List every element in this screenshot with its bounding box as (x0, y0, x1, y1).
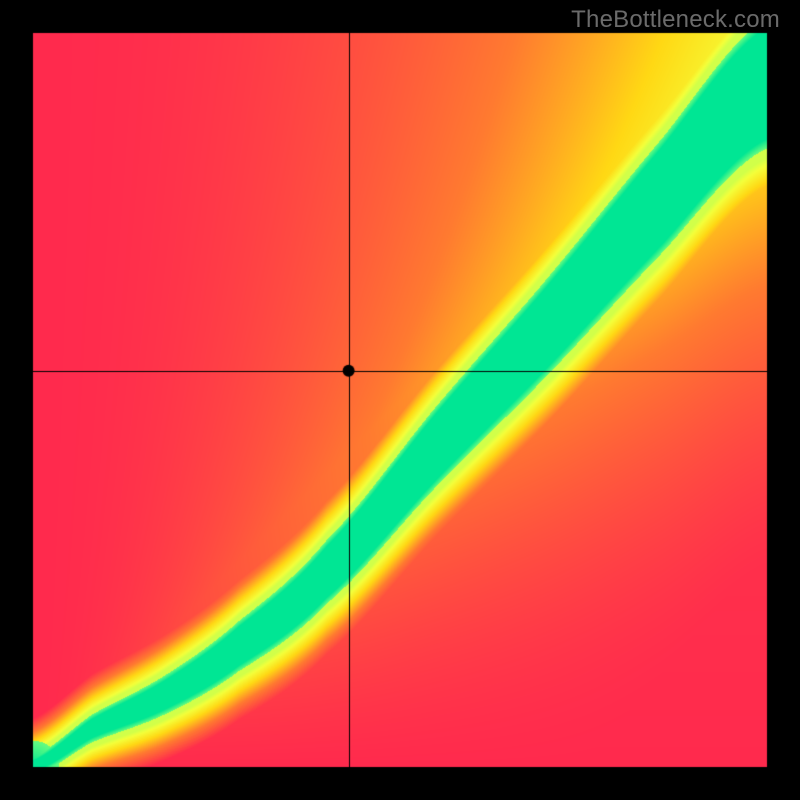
bottleneck-heatmap (0, 0, 800, 800)
watermark-label: TheBottleneck.com (571, 6, 780, 34)
chart-container: TheBottleneck.com (0, 0, 800, 800)
